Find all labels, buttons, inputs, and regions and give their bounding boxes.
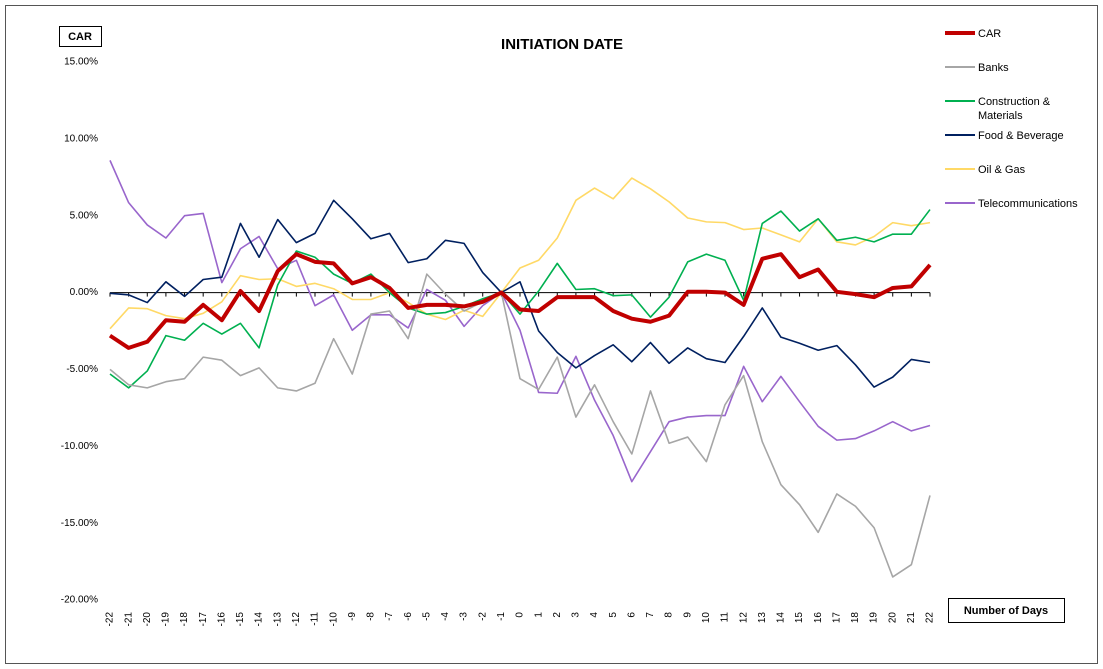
x-tick-label: -3 [459, 612, 470, 621]
x-tick-label: 11 [720, 612, 731, 623]
legend-label: CAR [978, 28, 1002, 40]
x-tick-label: -15 [235, 612, 246, 627]
x-tick-label: -4 [440, 612, 451, 621]
legend-label: Banks [978, 62, 1009, 74]
y-tick-label: -15.00% [61, 518, 98, 529]
x-tick-label: -2 [477, 612, 488, 621]
x-tick-label: -14 [254, 612, 265, 627]
chart-border [5, 5, 1098, 664]
legend-swatch [945, 100, 975, 102]
series-line [108, 252, 932, 350]
series-line [109, 209, 931, 389]
x-tick-label: 21 [906, 612, 917, 624]
x-label-box [948, 598, 1065, 623]
x-tick-label: -20 [142, 612, 153, 627]
chart-title: INITIATION DATE [501, 36, 623, 53]
x-tick-label: 3 [571, 612, 582, 618]
y-tick-label: -10.00% [61, 441, 98, 452]
series-line [109, 177, 931, 330]
series-line [109, 160, 931, 483]
x-tick-label: -18 [179, 612, 190, 627]
x-tick-label: 2 [552, 612, 563, 618]
x-tick-label: -8 [366, 612, 377, 621]
y-tick-label: 5.00% [70, 210, 98, 221]
legend-swatch [945, 134, 975, 136]
x-tick-label: -10 [328, 612, 339, 627]
x-tick-label: 22 [925, 612, 936, 624]
x-tick-label: 5 [608, 612, 619, 618]
legend-label: Telecommunications [978, 198, 1078, 210]
x-tick-label: 19 [869, 612, 880, 624]
x-tick-label: 6 [626, 612, 637, 618]
y-label-box [59, 26, 102, 47]
x-tick-label: -6 [403, 612, 414, 621]
x-tick-label: -5 [421, 612, 432, 621]
x-tick-label: -17 [198, 612, 209, 627]
x-tick-label: -7 [384, 612, 395, 621]
series-line [109, 199, 931, 388]
legend-swatch [945, 66, 975, 68]
x-tick-label: -12 [291, 612, 302, 627]
x-tick-label: 1 [533, 612, 544, 618]
x-tick-label: 14 [776, 612, 787, 624]
x-tick-label: -1 [496, 612, 507, 621]
y-tick-label: 10.00% [64, 133, 98, 144]
x-tick-label: 4 [589, 612, 600, 618]
x-tick-label: 18 [850, 612, 861, 624]
x-tick-label: -13 [272, 612, 283, 627]
x-tick-label: 20 [887, 612, 898, 624]
x-tick-label: -19 [161, 612, 172, 627]
x-tick-label: 12 [738, 612, 749, 624]
x-tick-label: 8 [664, 612, 675, 618]
x-tick-label: 17 [831, 612, 842, 624]
y-tick-label: -5.00% [66, 364, 98, 375]
x-axis-label: Number of Days [964, 605, 1048, 617]
legend-swatch [945, 31, 975, 35]
x-tick-label: 0 [515, 612, 526, 618]
legend-swatch [945, 202, 975, 204]
x-tick-label: -21 [123, 612, 134, 627]
legend-label: Oil & Gas [978, 164, 1026, 176]
x-tick-label: 9 [682, 612, 693, 618]
x-tick-label: -22 [105, 612, 116, 627]
x-tick-label: -11 [310, 612, 321, 626]
x-tick-label: -9 [347, 612, 358, 621]
x-tick-label: 13 [757, 612, 768, 624]
x-tick-label: 7 [645, 612, 656, 618]
y-tick-label: -20.00% [61, 595, 98, 606]
x-tick-label: 10 [701, 612, 712, 624]
legend-swatch [945, 168, 975, 170]
y-tick-label: 15.00% [64, 57, 98, 68]
x-tick-label: 16 [813, 612, 824, 624]
x-tick-label: 15 [794, 612, 805, 624]
legend-label: Food & Beverage [978, 130, 1064, 142]
y-tick-label: 0.00% [70, 287, 98, 298]
y-axis-label: CAR [68, 31, 92, 43]
x-tick-label: -16 [216, 612, 227, 627]
series-line [109, 273, 931, 578]
legend-label: Construction & Materials [978, 96, 1051, 122]
